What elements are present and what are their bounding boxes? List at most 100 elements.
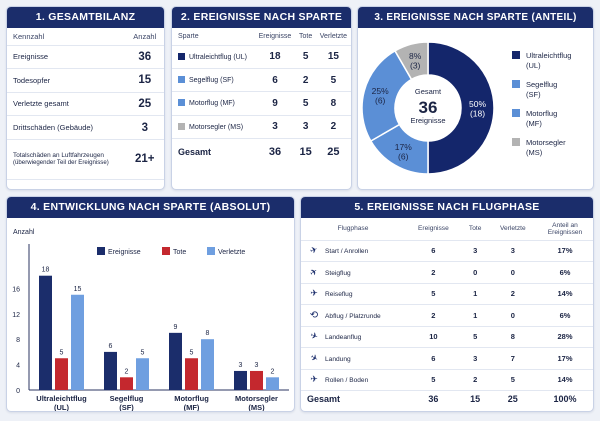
sparte-table: Sparte Ereignisse Tote Verletzte Ultrale… — [172, 28, 351, 165]
column-header: Sparte — [172, 28, 255, 46]
table-row: ⟲ Abflug / Platzrunde 2 1 0 6% — [301, 304, 593, 327]
table-row: Ultraleichtflug (UL) 18 5 15 — [172, 45, 351, 69]
legend-swatch — [178, 76, 185, 84]
x-tick-label: (MF) — [184, 403, 200, 412]
bar-value-label: 5 — [190, 349, 194, 356]
table-row: ✈ Rollen / Boden 5 2 5 14% — [301, 369, 593, 391]
table-row: Ereignisse 36 — [7, 45, 164, 70]
legend-label: Ereignisse — [108, 249, 141, 256]
row-value: 36 — [125, 45, 164, 70]
cell-anteil: 28% — [537, 326, 593, 348]
cell-tote: 5 — [295, 45, 316, 69]
phase-label: Start / Anrollen — [325, 248, 369, 256]
row-sublabel: (überwiegender Teil der Ereignisse) — [13, 159, 109, 167]
legend-swatch — [178, 99, 185, 107]
bar-value-label: 5 — [141, 349, 145, 356]
center-unit: Ereignisse — [410, 116, 445, 125]
landing-icon: ✈ — [308, 351, 321, 365]
panel-title: 2. EREIGNISSE NACH SPARTE — [172, 7, 351, 28]
bar — [39, 275, 52, 390]
table-row: Drittschäden (Gebäude) 3 — [7, 115, 164, 140]
x-tick-label: (SF) — [119, 403, 134, 412]
table-row: Segelflug (SF) 6 2 5 — [172, 68, 351, 93]
column-header: Verletzte — [315, 28, 351, 46]
cell-anteil: 17% — [537, 240, 593, 262]
pie-slice — [361, 49, 413, 143]
approach-icon: ✈ — [308, 330, 320, 343]
slice-count-label: (3) — [410, 61, 421, 71]
cell-tote: 1 — [461, 304, 489, 327]
legend-swatch — [512, 51, 520, 59]
legend-label: Ultraleichtflug — [526, 51, 571, 60]
legend-label: Motorflug — [526, 109, 557, 118]
takeoff-icon: ✈ — [308, 244, 320, 257]
legend-swatch — [178, 52, 185, 60]
total-label: Gesamt — [307, 394, 341, 405]
y-tick-label: 4 — [16, 363, 20, 370]
legend-label: Segelflug — [526, 80, 557, 89]
bar — [169, 332, 182, 390]
row-value: 21+ — [125, 139, 164, 180]
phase-label: Steigflug — [325, 269, 351, 277]
bar-value-label: 9 — [174, 324, 178, 331]
phase-label: Landung — [325, 355, 351, 363]
column-header: Ereignisse — [254, 28, 296, 46]
panel-title: 3. EREIGNISSE NACH SPARTE (ANTEIL) — [358, 7, 593, 28]
circuit-icon: ⟲ — [309, 309, 319, 321]
slice-pct-label: 50% — [469, 99, 486, 109]
bar-value-label: 15 — [74, 286, 82, 293]
legend-label: Tote — [173, 249, 186, 256]
donut-chart: 50%(18)17%(6)25%(6)8%(3)Gesamt36Ereignis… — [361, 41, 571, 175]
bar — [120, 377, 133, 390]
row-label: Drittschäden (Gebäude) — [7, 115, 126, 140]
legend-label: (SF) — [526, 90, 541, 99]
gesamtbilanz-table: Kennzahl Anzahl Ereignisse 36 Todesopfer 15… — [7, 28, 164, 180]
bar-value-label: 2 — [125, 368, 129, 375]
table-row: Motorsegler (MS) 3 3 2 — [172, 115, 351, 140]
cell-verletzte: 8 — [488, 326, 537, 348]
slice-count-label: (6) — [398, 151, 409, 161]
cell-tote: 3 — [295, 115, 316, 140]
slice-pct-label: 17% — [395, 142, 412, 152]
row-value: 25 — [125, 92, 164, 117]
climb-icon: ✈ — [307, 265, 320, 279]
table-row: ✈ Reiseflug 5 1 2 14% — [301, 283, 593, 305]
y-tick-label: 12 — [12, 312, 20, 319]
cell-anteil: 6% — [537, 304, 593, 327]
donut-hole — [396, 76, 460, 140]
bar — [55, 358, 68, 390]
x-tick-label: Motorsegler — [235, 394, 278, 403]
cell-ereignisse: 18 — [254, 45, 296, 69]
legend-label: (MF) — [526, 119, 542, 128]
cell-ereignisse: 3 — [254, 115, 296, 140]
cell-verletzte: 7 — [488, 347, 537, 370]
total-ereignisse: 36 — [428, 394, 439, 405]
cell-ereignisse: 2 — [405, 304, 462, 327]
cell-verletzte: 5 — [488, 369, 537, 391]
cell-tote: 1 — [461, 283, 489, 305]
bar — [185, 358, 198, 390]
row-label: Totalschäden an Luftfahrzeugen — [13, 152, 104, 160]
legend-label: Verletzte — [218, 249, 245, 256]
total-row: Gesamt 36 15 25 100% — [301, 391, 593, 408]
bar — [71, 294, 84, 390]
row-value: 3 — [125, 115, 164, 140]
cell-ereignisse: 6 — [254, 68, 296, 93]
bar — [201, 339, 214, 390]
cell-tote: 2 — [461, 369, 489, 391]
legend-label: Motorsegler — [526, 138, 566, 147]
cell-tote: 0 — [461, 261, 489, 284]
x-tick-label: (UL) — [54, 403, 69, 412]
cell-verletzte: 3 — [488, 240, 537, 262]
flugphase-table: Flugphase Ereignisse Tote Verletzte Ante… — [301, 218, 593, 408]
legend-label: (MS) — [526, 148, 543, 157]
cell-verletzte: 8 — [315, 91, 351, 116]
y-tick-label: 8 — [16, 337, 20, 344]
legend-swatch — [512, 109, 520, 117]
cell-verletzte: 2 — [315, 115, 351, 140]
row-label: Verletzte gesamt — [7, 92, 126, 117]
y-tick-label: 16 — [12, 286, 20, 293]
sparte-label: Segelflug (SF) — [189, 77, 234, 85]
cell-anteil: 14% — [537, 283, 593, 305]
bar-value-label: 8 — [206, 330, 210, 337]
